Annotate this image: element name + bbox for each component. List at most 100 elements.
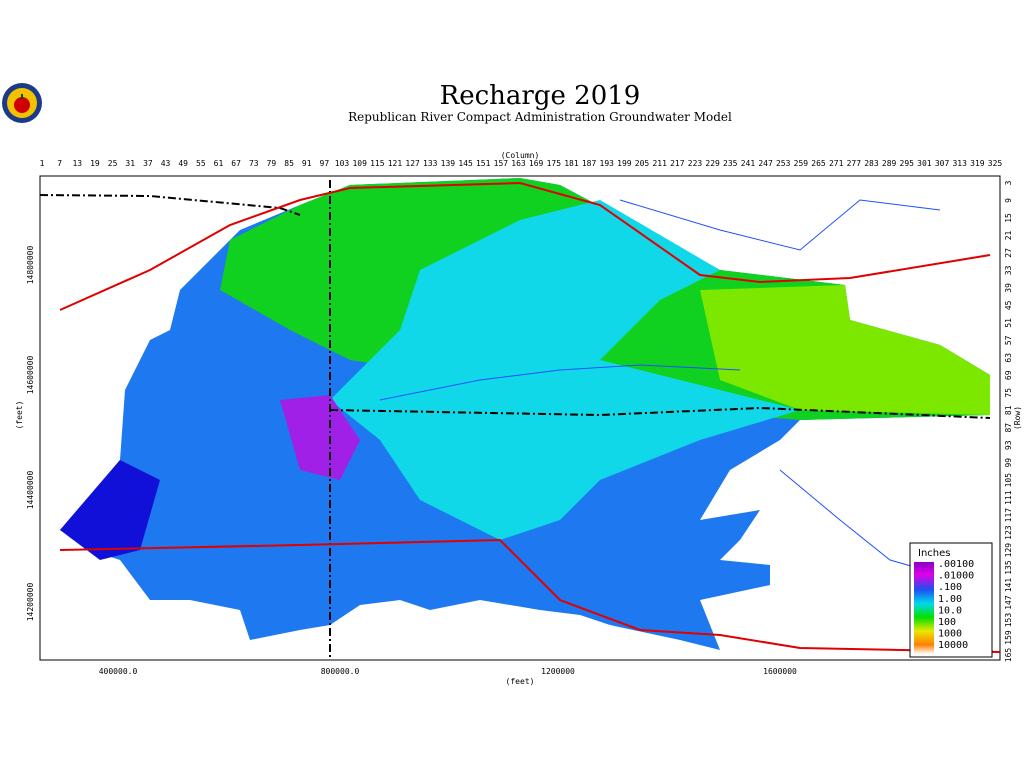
row-label: 45 [1004, 300, 1013, 310]
column-label: 121 [388, 159, 403, 168]
bottom-axis-label: (feet) [506, 677, 535, 686]
column-label: 289 [882, 159, 897, 168]
column-label: 223 [688, 159, 703, 168]
y-tick-label: 14600000 [26, 356, 35, 395]
column-label: 55 [196, 159, 206, 168]
column-label: 295 [900, 159, 915, 168]
column-label: 253 [776, 159, 791, 168]
column-label: 1 [40, 159, 45, 168]
legend: Inches [909, 542, 993, 658]
legend-label: .100 [938, 582, 962, 593]
row-label: 51 [1004, 318, 1013, 328]
row-label: 123 [1004, 525, 1013, 540]
y-tick-label: 14800000 [26, 246, 35, 285]
column-label: 115 [370, 159, 385, 168]
column-label: 13 [72, 159, 82, 168]
column-label: 235 [723, 159, 738, 168]
row-label: 75 [1004, 388, 1013, 398]
row-label: 87 [1004, 423, 1013, 433]
column-label: 313 [952, 159, 967, 168]
row-label: 21 [1004, 230, 1013, 240]
column-label: 301 [917, 159, 932, 168]
row-label: 33 [1004, 265, 1013, 275]
row-label: 63 [1004, 353, 1013, 363]
legend-label: 10000 [938, 640, 968, 651]
column-label: 265 [811, 159, 826, 168]
column-label: 97 [320, 159, 330, 168]
x-tick-label: 1200000 [541, 667, 575, 676]
subtitle: Republican River Compact Administration … [348, 110, 732, 124]
column-label: 241 [741, 159, 756, 168]
row-label: 93 [1004, 440, 1013, 450]
x-tick-label: 1600000 [763, 667, 797, 676]
row-label: 81 [1004, 405, 1013, 415]
column-label: 25 [108, 159, 118, 168]
row-label: 159 [1004, 630, 1013, 645]
row-label: 105 [1004, 473, 1013, 488]
column-label: 49 [178, 159, 188, 168]
column-label: 37 [143, 159, 153, 168]
column-label: 325 [988, 159, 1003, 168]
column-label: 199 [617, 159, 632, 168]
legend-label: .00100 [938, 559, 974, 570]
column-label: 109 [352, 159, 367, 168]
column-label: 187 [582, 159, 597, 168]
column-label: 247 [758, 159, 773, 168]
column-label: 211 [652, 159, 667, 168]
column-label: 67 [231, 159, 241, 168]
column-label: 169 [529, 159, 544, 168]
row-label: 117 [1004, 508, 1013, 523]
column-label: 139 [441, 159, 456, 168]
column-label: 157 [494, 159, 509, 168]
column-label: 103 [335, 159, 350, 168]
row-label: 39 [1004, 283, 1013, 293]
left-axis-label: (feet) [15, 401, 24, 430]
top-axis-label: (Column) [501, 151, 540, 160]
column-label: 7 [57, 159, 62, 168]
y-tick-label: 14200000 [26, 583, 35, 622]
x-tick-label: 400000.0 [99, 667, 138, 676]
legend-label: 10.0 [938, 605, 962, 616]
column-label: 283 [864, 159, 879, 168]
column-label: 307 [935, 159, 950, 168]
legend-label: 100 [938, 617, 956, 628]
column-label: 79 [267, 159, 277, 168]
column-label: 85 [284, 159, 294, 168]
row-label: 57 [1004, 335, 1013, 345]
column-label: 205 [635, 159, 650, 168]
row-label: 165 [1004, 648, 1013, 663]
row-label: 111 [1004, 490, 1013, 505]
column-label: 151 [476, 159, 491, 168]
row-label: 141 [1004, 578, 1013, 593]
column-label: 73 [249, 159, 259, 168]
row-label: 153 [1004, 613, 1013, 628]
right-axis-label: (Row) [1013, 406, 1022, 430]
column-label: 19 [90, 159, 100, 168]
column-label: 259 [794, 159, 809, 168]
column-label: 277 [847, 159, 862, 168]
row-label: 99 [1004, 458, 1013, 468]
row-label: 27 [1004, 248, 1013, 258]
map [39, 175, 1001, 661]
column-label: 175 [547, 159, 562, 168]
row-label: 147 [1004, 595, 1013, 610]
title: Recharge 2019 [440, 81, 641, 111]
column-label: 229 [705, 159, 720, 168]
column-label: 217 [670, 159, 685, 168]
column-label: 127 [405, 159, 420, 168]
column-label: 193 [600, 159, 615, 168]
column-label: 319 [970, 159, 985, 168]
logo [2, 83, 42, 123]
column-label: 133 [423, 159, 438, 168]
row-label: 69 [1004, 370, 1013, 380]
legend-label: 1000 [938, 629, 962, 640]
column-label: 163 [511, 159, 526, 168]
column-label: 271 [829, 159, 844, 168]
column-label: 181 [564, 159, 579, 168]
row-label: 3 [1004, 180, 1013, 185]
row-label: 129 [1004, 543, 1013, 558]
row-label: 135 [1004, 560, 1013, 575]
column-label: 61 [214, 159, 224, 168]
column-label: 145 [458, 159, 473, 168]
